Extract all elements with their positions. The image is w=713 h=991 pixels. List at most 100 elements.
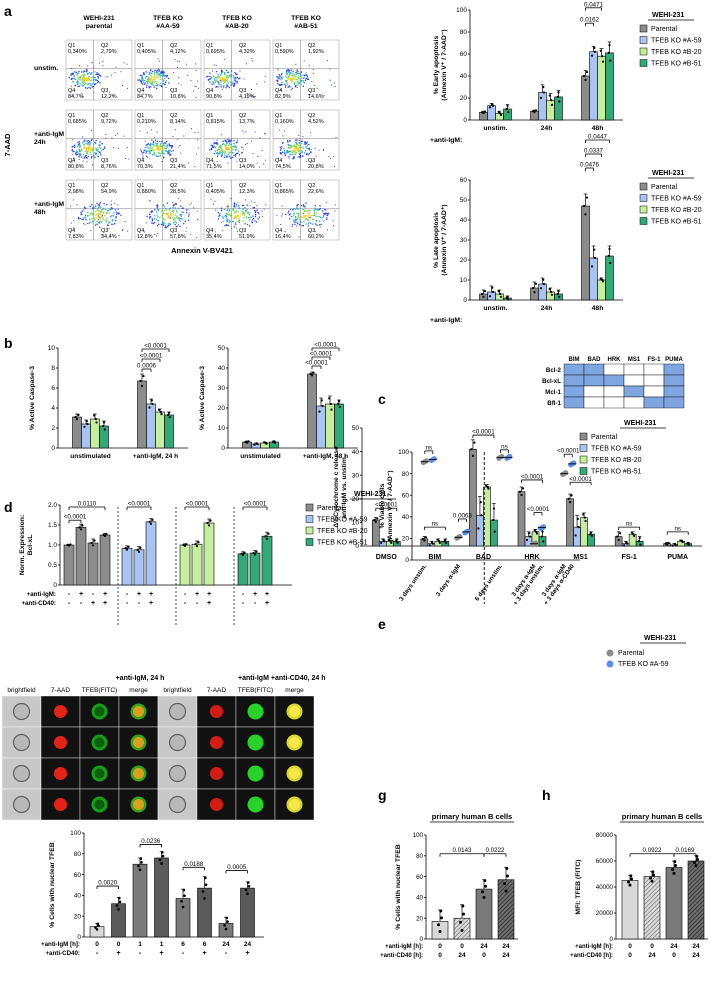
flow-event [289,208,292,210]
flow-event [218,76,221,78]
flow-event [99,151,101,153]
flow-event [251,219,254,221]
flow-event [165,80,168,82]
data-point [167,413,170,417]
flow-event [173,222,175,224]
data-point [150,399,153,402]
flow-event [221,151,223,154]
flow-event [86,78,89,80]
flow-event [291,87,293,90]
flow-event [81,81,84,83]
flow-event [72,139,74,141]
flow-plot [272,179,340,241]
sign-cd40: - [242,600,245,607]
flow-event [303,152,306,154]
flow-event [142,79,144,82]
flow-event [95,217,98,219]
flow-event [78,148,80,151]
flow-event [84,207,86,209]
data-point [503,881,506,885]
flow-event [157,147,159,149]
y-axis-title: MFI: TFEB (FITC) [575,859,582,914]
sign-igm: - [68,591,71,598]
flow-event [289,73,291,75]
flow-event [176,215,178,217]
flow-event [261,210,263,212]
flow-event [241,130,243,132]
flow-event [116,213,118,215]
flow-event [83,209,85,211]
flow-event [235,217,237,220]
data-point [484,884,487,888]
flow-event [83,83,86,86]
flow-event [151,147,153,149]
data-point [93,539,96,542]
flow-event [235,227,237,229]
flow-event [166,146,168,148]
flow-event [82,160,84,162]
legend-swatch [639,194,648,202]
flow-event [73,220,75,222]
sign-igm: + [103,591,107,598]
flow-event [75,153,77,156]
flow-event [265,159,267,161]
flow-event [214,81,217,83]
flow-event [94,71,96,73]
flow-event [242,220,244,222]
flow-event [227,147,229,149]
p-value: <0.0001 [64,514,87,521]
channel-label: TFEB(FITC) [82,687,117,694]
flow-event [145,222,147,224]
data-point [664,542,667,545]
flow-event [214,150,216,152]
y-tick-label: 40 [416,895,423,902]
flow-event [143,93,145,95]
sign-igm: + [253,591,257,598]
data-point [247,440,250,443]
flow-event [188,215,190,217]
row-label: +anti-IgM [34,131,64,138]
quadrant-name: Q4 [206,228,213,234]
flow-event [292,151,294,153]
table-cell [643,363,665,376]
flow-event [314,147,316,149]
data-point [593,50,597,53]
flow-event [317,208,319,211]
flow-event [251,140,253,142]
data-point [440,916,443,920]
flow-event [236,160,238,162]
flow-event [156,70,158,72]
flow-event [221,152,224,155]
flow-event [235,73,238,76]
flow-event [250,216,253,218]
flow-event [296,147,298,150]
flow-event [166,225,169,228]
flow-event [226,156,229,158]
flow-event [311,81,313,83]
flow-event [150,72,152,74]
y-tick-label: 10 [352,520,360,527]
data-point [252,551,255,555]
data-point [637,540,640,543]
flow-event [229,81,231,83]
flow-event [158,73,160,75]
flow-event [220,222,222,224]
p-value: 0.0110 [78,501,97,508]
data-point [491,286,494,289]
flow-event [78,85,81,87]
flow-event [285,152,288,154]
flow-event [227,144,229,146]
flow-event [287,71,290,73]
flow-event [84,139,86,141]
flow-event [156,148,159,150]
y-axis-title: (Annexin V⁺ / 7-AAD⁺) [441,204,448,275]
flow-event [286,150,289,152]
flow-event [293,145,296,147]
flow-event [334,204,336,206]
flow-event [140,149,142,151]
flow-event [180,215,183,218]
flow-event [230,139,232,142]
flow-event [107,76,109,78]
flow-event [86,215,89,217]
flow-event [286,140,289,142]
